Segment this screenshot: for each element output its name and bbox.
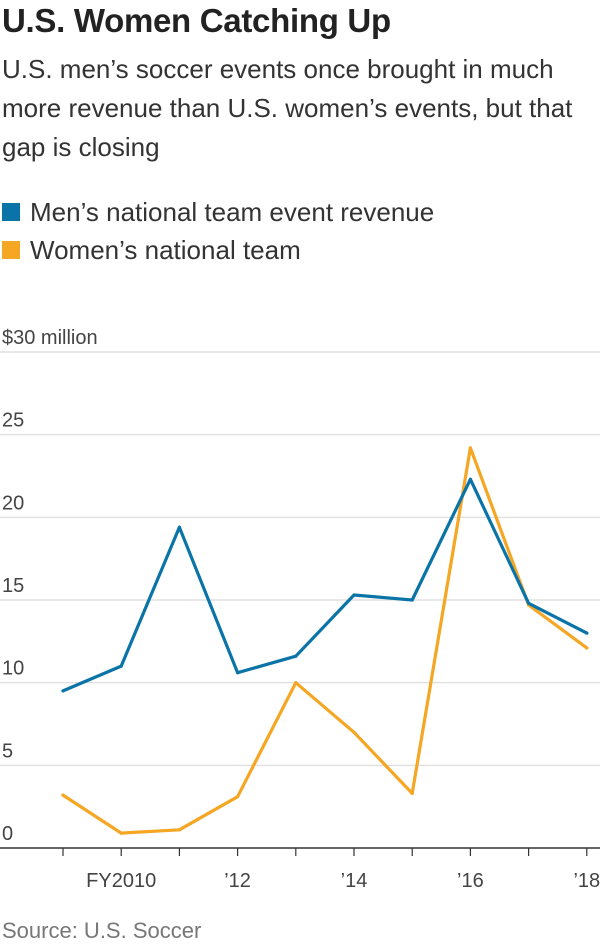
chart-subtitle: U.S. men’s soccer events once brought in… (2, 54, 573, 162)
legend-label-men: Men’s national team event revenue (30, 196, 435, 227)
x-tick-label-2018: ’18 (573, 870, 600, 892)
legend: Men’s national team event revenue Women’… (2, 193, 434, 269)
x-tick-label-2014: ’14 (341, 870, 368, 892)
point-women-2015 (410, 791, 414, 796)
x-tick-label-2012: ’12 (224, 870, 251, 892)
legend-swatch-men (2, 203, 20, 221)
point-men-2018 (585, 631, 589, 635)
y-tick-label-0: 0 (2, 823, 13, 845)
x-tick-label-2010: FY2010 (86, 870, 156, 892)
point-women-2016 (468, 446, 472, 450)
y-tick-label-5: 5 (2, 740, 13, 762)
point-women-2010 (119, 831, 123, 835)
point-women-2014 (352, 730, 356, 734)
y-tick-label-15: 15 (2, 575, 24, 597)
point-men-2015 (410, 598, 414, 602)
series-line-women (61, 446, 589, 835)
point-men-2017 (527, 601, 531, 605)
legend-swatch-women (2, 241, 20, 259)
point-women-2018 (585, 646, 589, 650)
legend-item-men: Men’s national team event revenue (2, 193, 434, 231)
point-men-2011 (177, 525, 181, 529)
point-men-2009 (61, 689, 65, 693)
point-men-2010 (119, 664, 123, 668)
series-line-men (61, 477, 589, 693)
point-women-2012 (236, 795, 240, 799)
point-men-2014 (352, 593, 356, 597)
y-tick-label-10: 10 (2, 658, 24, 680)
y-tick-label-30: $30 million (2, 327, 98, 349)
point-women-2009 (61, 793, 65, 797)
chart-title: U.S. Women Catching Up (2, 2, 391, 39)
x-tick-label-2016: ’16 (457, 870, 484, 892)
legend-label-women: Women’s national team (30, 234, 301, 265)
legend-item-women: Women’s national team (2, 231, 434, 269)
point-women-2011 (177, 828, 181, 832)
point-men-2013 (294, 654, 298, 658)
point-men-2012 (236, 671, 240, 675)
source-note: Source: U.S. Soccer (2, 918, 202, 943)
y-tick-label-25: 25 (2, 410, 24, 432)
y-tick-label-20: 20 (2, 492, 24, 514)
point-men-2016 (468, 477, 472, 481)
point-women-2013 (294, 681, 298, 685)
